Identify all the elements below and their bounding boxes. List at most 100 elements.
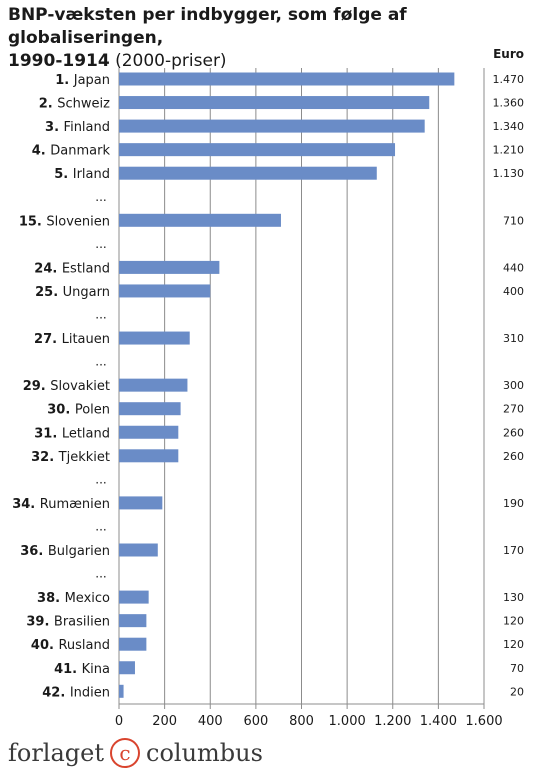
x-tick-label: 400 <box>198 714 223 729</box>
category-label: 41. Kina <box>54 662 110 677</box>
rank-number: 30. <box>47 403 75 418</box>
data-label: 260 <box>503 426 524 439</box>
country-name: Kina <box>82 662 110 677</box>
value-column-header: Euro <box>493 47 524 61</box>
data-label: 270 <box>503 403 524 416</box>
country-name: Brasilien <box>54 615 110 630</box>
country-name: Indien <box>70 685 110 700</box>
rank-number: 41. <box>54 662 82 677</box>
rank-number: 40. <box>31 638 59 653</box>
x-tick-label: 800 <box>289 714 314 729</box>
bar <box>119 402 181 416</box>
country-name: Schweiz <box>57 97 110 112</box>
brand-text-right: columbus <box>146 739 263 767</box>
country-name: Finland <box>64 120 110 135</box>
chart-title: BNP-væksten per indbygger, som følge af … <box>8 4 548 73</box>
data-label: 120 <box>503 615 524 628</box>
category-label: 29. Slovakiet <box>23 379 110 394</box>
rank-number: 31. <box>34 426 62 441</box>
data-label: 440 <box>503 261 524 274</box>
bar <box>119 637 147 651</box>
rank-number: 1. <box>55 73 74 88</box>
category-label: 15. Slovenien <box>19 214 110 229</box>
data-label: 120 <box>503 638 524 651</box>
bar <box>119 684 124 698</box>
country-name: Litauen <box>62 332 110 347</box>
data-label: 170 <box>503 544 524 557</box>
rank-number: 36. <box>20 544 48 559</box>
data-label: 190 <box>503 497 524 510</box>
country-name: Rumænien <box>40 497 110 512</box>
bar <box>119 378 188 392</box>
data-label: 710 <box>503 214 524 227</box>
country-name: Slovenien <box>46 214 110 229</box>
bar <box>119 213 281 227</box>
x-tick-label: 1.400 <box>420 714 457 729</box>
x-tick-label: 600 <box>243 714 268 729</box>
data-label: 20 <box>510 685 524 698</box>
ellipsis-label: ... <box>95 190 106 204</box>
bar <box>119 331 190 345</box>
country-name: Letland <box>62 426 110 441</box>
x-tick-label: 1.200 <box>374 714 411 729</box>
rank-number: 2. <box>39 97 58 112</box>
category-label: 2. Schweiz <box>39 97 110 112</box>
bar <box>119 543 158 557</box>
country-name: Slovakiet <box>50 379 110 394</box>
ellipsis-label: ... <box>95 519 106 533</box>
category-label: 36. Bulgarien <box>20 544 110 559</box>
bar <box>119 96 430 110</box>
title-line-1: BNP-væksten per indbygger, som følge af … <box>8 5 407 48</box>
category-label: 4. Danmark <box>32 144 111 159</box>
x-tick-label: 1.000 <box>329 714 366 729</box>
brand-text-left: forlaget <box>8 739 104 767</box>
bar <box>119 449 179 463</box>
bar <box>119 614 147 628</box>
category-label: 24. Estland <box>34 261 110 276</box>
country-name: Rusland <box>58 638 110 653</box>
bar <box>119 661 135 675</box>
data-label: 310 <box>503 332 524 345</box>
x-tick-label: 200 <box>152 714 177 729</box>
rank-number: 27. <box>34 332 62 347</box>
bar <box>119 119 425 133</box>
ellipsis-label: ... <box>95 472 106 486</box>
data-label: 300 <box>503 379 524 392</box>
data-label: 1.340 <box>493 120 525 133</box>
category-label: 1. Japan <box>55 73 110 88</box>
country-name: Estland <box>62 261 110 276</box>
bar <box>119 143 396 157</box>
rank-number: 25. <box>35 285 63 300</box>
bar <box>119 496 163 510</box>
rank-number: 24. <box>34 261 62 276</box>
ellipsis-label: ... <box>95 237 106 251</box>
rank-number: 39. <box>26 615 54 630</box>
category-label: 32. Tjekkiet <box>31 450 110 465</box>
rank-number: 4. <box>32 144 51 159</box>
country-name: Mexico <box>65 591 110 606</box>
category-label: 42. Indien <box>42 685 110 700</box>
category-label: 30. Polen <box>47 403 110 418</box>
country-name: Bulgarien <box>48 544 110 559</box>
category-label: 40. Rusland <box>31 638 110 653</box>
rank-number: 34. <box>12 497 40 512</box>
country-name: Irland <box>73 167 110 182</box>
rank-number: 38. <box>37 591 65 606</box>
category-label: 5. Irland <box>54 167 110 182</box>
rank-number: 15. <box>19 214 47 229</box>
country-name: Tjekkiet <box>58 450 110 465</box>
copyright-c-icon: c <box>110 738 140 768</box>
title-line-2: 1990-1914 <box>8 51 110 71</box>
rank-number: 32. <box>31 450 59 465</box>
rank-number: 3. <box>45 120 64 135</box>
rank-number: 29. <box>23 379 51 394</box>
data-label: 130 <box>503 591 524 604</box>
bar <box>119 590 149 604</box>
rank-number: 5. <box>54 167 73 182</box>
country-name: Polen <box>75 403 110 418</box>
bar <box>119 72 455 86</box>
x-tick-label: 0 <box>115 714 123 729</box>
bar <box>119 260 220 274</box>
data-label: 260 <box>503 450 524 463</box>
bar-chart: 0 200 400 600 800 1.000 1.200 1.400 1.600Euro1. … <box>12 47 525 729</box>
